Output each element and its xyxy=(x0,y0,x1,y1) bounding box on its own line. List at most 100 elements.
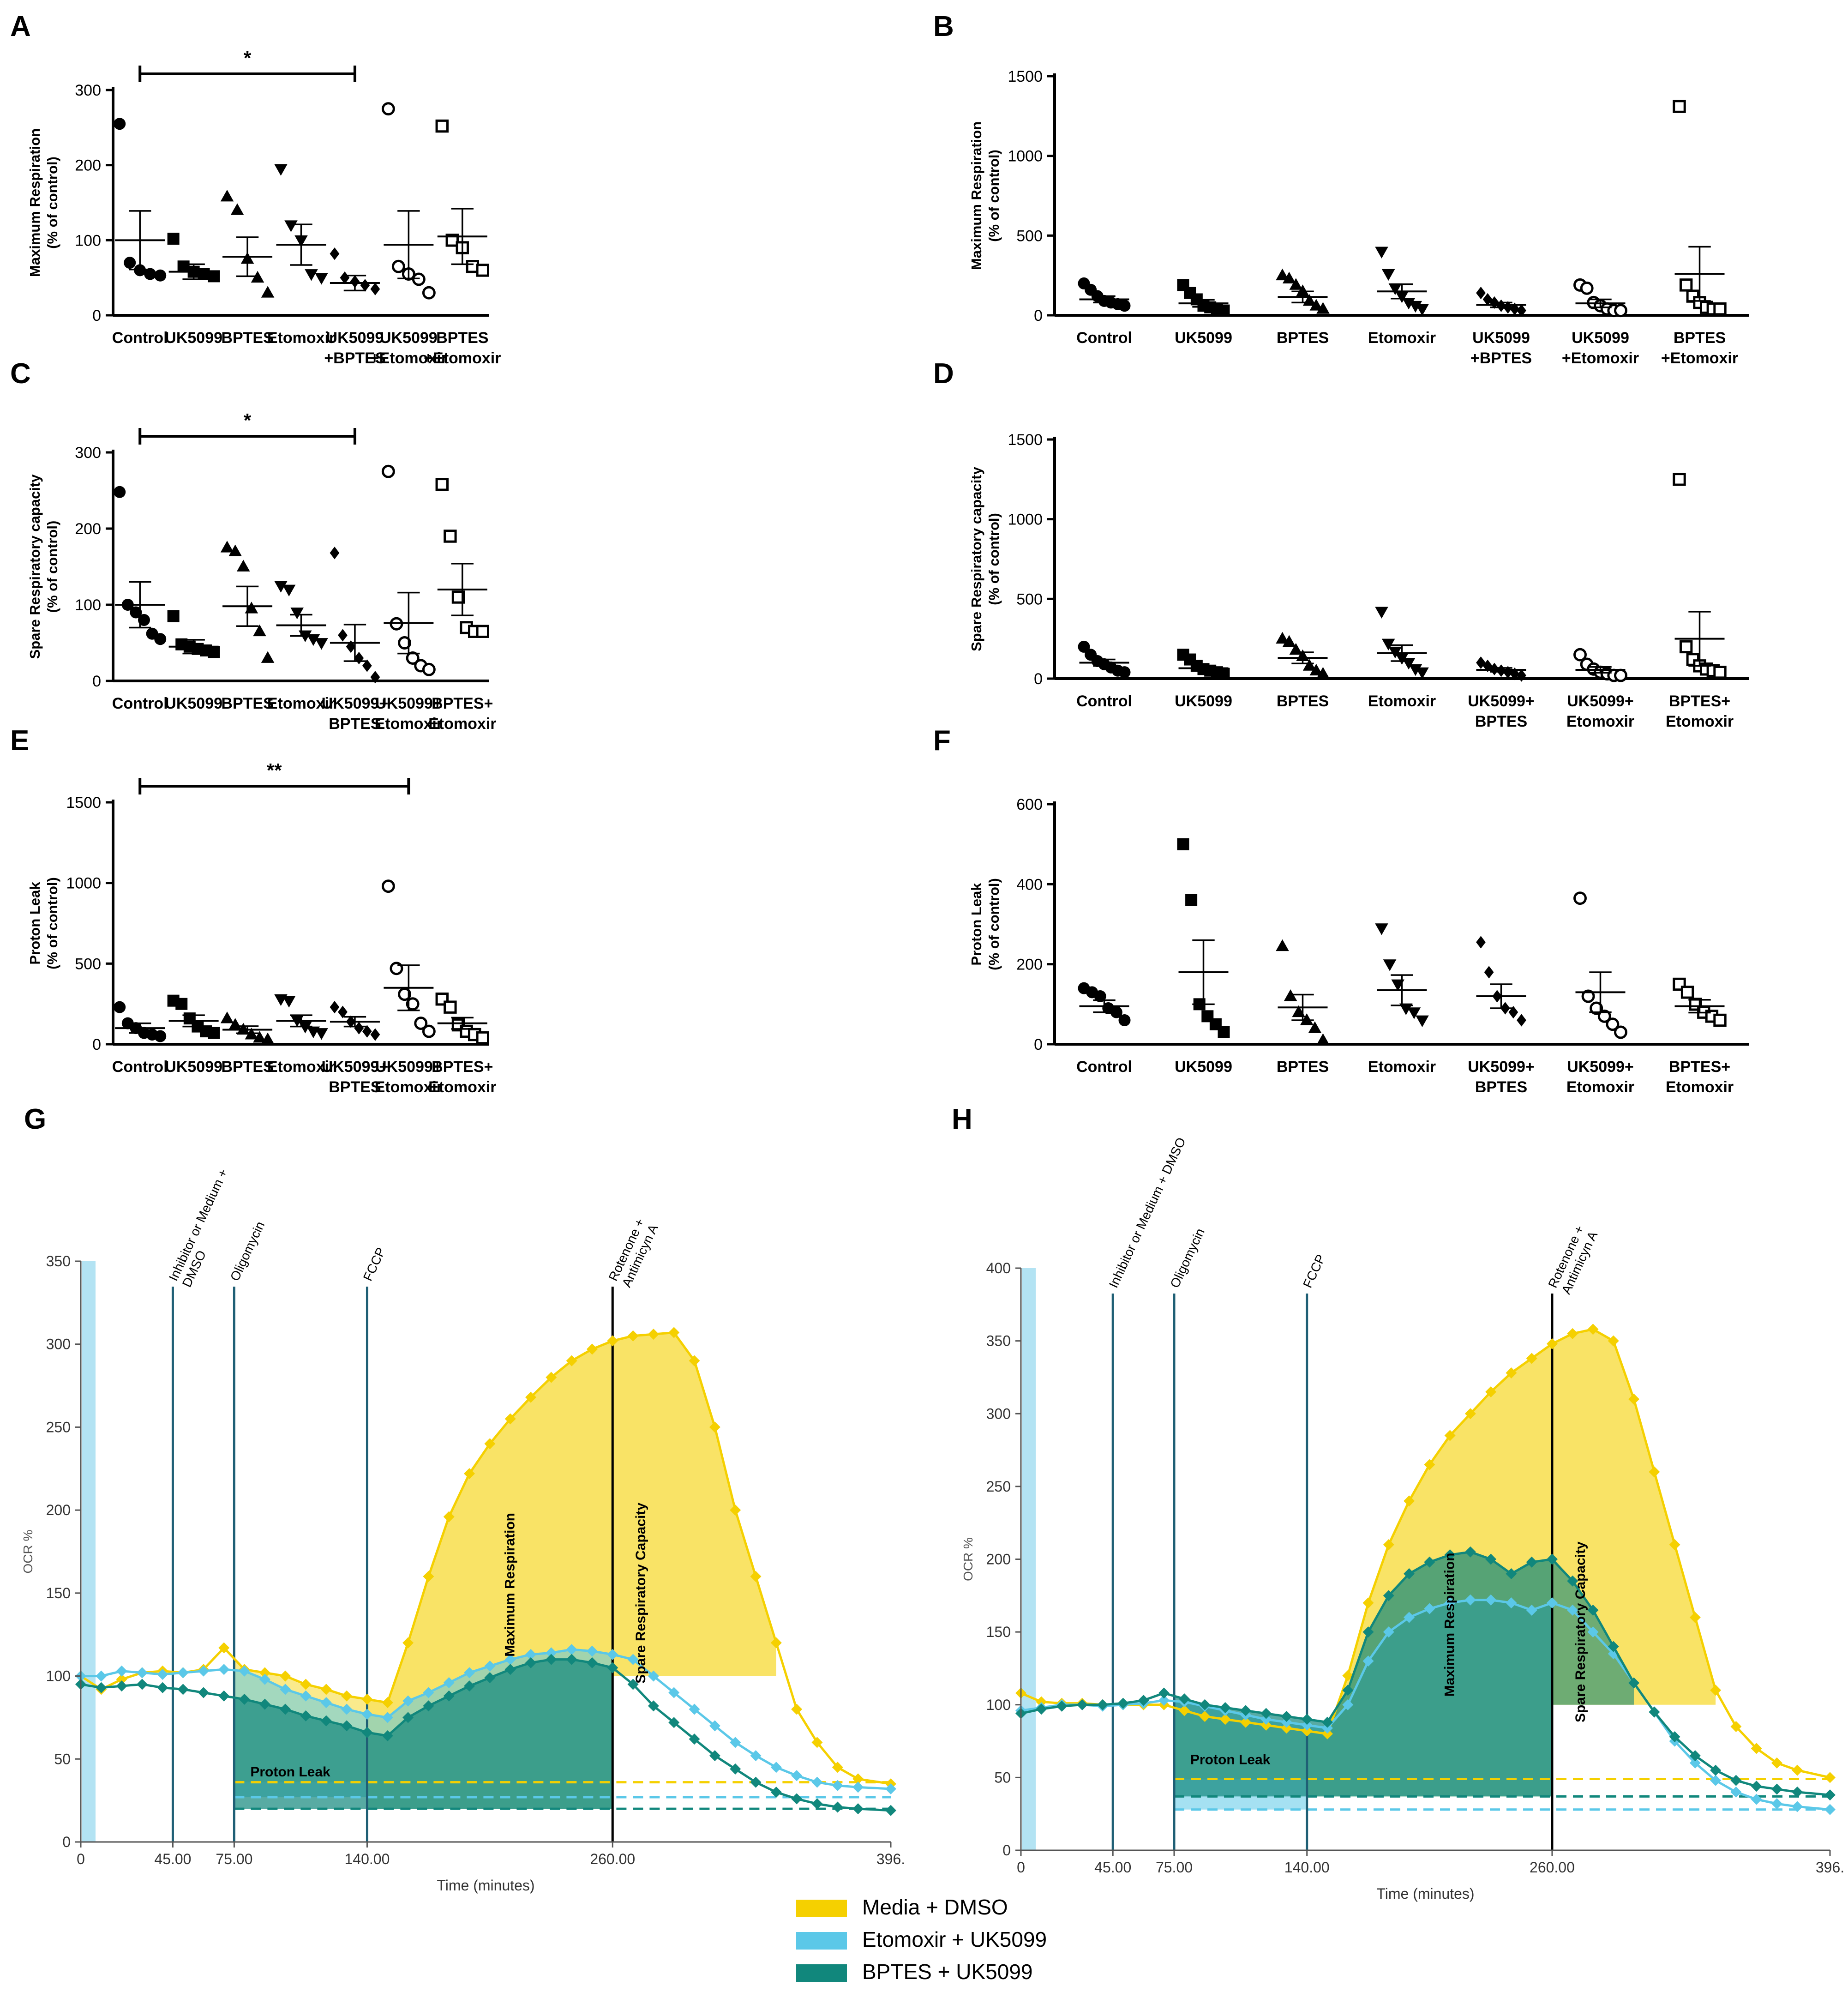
panel-d-y-tick-label: 0 xyxy=(1034,670,1043,688)
panel-b-point xyxy=(1316,302,1330,314)
panel-h-area-max-respiration-bptes xyxy=(1307,1552,1552,1797)
panel-g-series-point xyxy=(239,1693,250,1705)
panel-f-group-bptes xyxy=(1276,939,1330,1045)
panel-h-series-point xyxy=(1546,1338,1558,1349)
panel-g-series-point xyxy=(586,1343,598,1355)
panel-a-group-etomoxir xyxy=(274,164,328,285)
panel-h-series-point xyxy=(1506,1597,1517,1609)
panel-c-x-tick-label-etomoxir: Etomoxir xyxy=(267,695,335,712)
panel-f-y-label: Proton Leak(% of control) xyxy=(968,878,1002,970)
panel-h-series-point xyxy=(1424,1459,1435,1470)
panel-g-series-point xyxy=(730,1737,741,1748)
panel-e-y-tick-label: 1500 xyxy=(66,794,101,812)
panel-d-x-tick-label-line: BPTES+ xyxy=(1669,692,1730,710)
panel-d-x-tick-label-line: Etomoxir xyxy=(1666,713,1734,730)
panel-c-x-tick-label-line: BPTES xyxy=(221,695,273,712)
panel-f-point xyxy=(1573,891,1587,905)
panel-g-series-point xyxy=(320,1684,332,1695)
panel-c-point xyxy=(236,560,250,572)
panel-a-group-bptes xyxy=(220,190,275,298)
panel-h-series-point xyxy=(1342,1699,1354,1710)
panel-h-baseline-band xyxy=(1022,1268,1036,1850)
panel-c-group-uk5099-bptes xyxy=(330,547,380,684)
panel-b-x-tick-label-uk5099-etomoxir: UK5099 +Etomoxir xyxy=(1562,329,1639,367)
panel-g-series-point xyxy=(320,1715,332,1727)
panel-e-y-label: Proton Leak(% of control) xyxy=(27,877,60,969)
panel-g-series-point xyxy=(525,1649,536,1660)
panel-c-y-label-line: Spare Respiratory capacity xyxy=(27,474,43,659)
panel-d-x-tick-label-line: Etomoxir xyxy=(1566,713,1634,730)
panel-g-y-tick-label: 0 xyxy=(62,1834,71,1850)
panel-g-series-point xyxy=(791,1770,803,1781)
panel-e-point xyxy=(406,997,420,1011)
panel-f-group-uk5099-bptes xyxy=(1476,936,1526,1027)
panel-a-x-tick-label-line: +Etomoxir xyxy=(424,349,501,367)
panel-g-y-tick-label: 50 xyxy=(54,1751,71,1767)
panel-g-series-point xyxy=(811,1776,823,1788)
panel-h-series-point xyxy=(1179,1693,1190,1705)
panel-g-series-point xyxy=(116,1665,127,1677)
panel-d-x-tick-label-line: BPTES xyxy=(1277,692,1329,710)
panel-g-series-point xyxy=(320,1697,332,1709)
panel-g-series-point xyxy=(361,1693,373,1705)
panel-d-y-label-line: Spare Respiratory capacity xyxy=(968,466,984,651)
panel-e-letter: E xyxy=(10,725,29,757)
panel-h-series-point xyxy=(1383,1590,1394,1601)
panel-f-point xyxy=(1300,1013,1314,1025)
panel-c-point xyxy=(274,581,288,593)
panel-c-x-tick-label-line: Etomoxir xyxy=(375,715,443,733)
panel-g-series-point xyxy=(341,1703,353,1715)
panel-g-x-tick-label: 260.00 xyxy=(590,1851,635,1867)
panel-a-point xyxy=(315,273,328,285)
panel-e-point xyxy=(414,1017,428,1030)
panel-g-series-point xyxy=(96,1682,107,1693)
panel-g-series-point xyxy=(607,1335,618,1347)
panel-h-x-tick-label: 260.00 xyxy=(1530,1859,1575,1876)
panel-b-x-tick-label-line: UK5099 xyxy=(1572,329,1629,347)
panel-h-series-point xyxy=(1485,1553,1497,1565)
panel-g-region-label-max-respiration: Maximum Respiration xyxy=(503,1513,518,1657)
panel-f-point xyxy=(1407,1007,1421,1019)
panel-g-series-bptes-uk5099 xyxy=(75,1654,896,1816)
panel-f-point xyxy=(1308,1021,1322,1033)
panel-g-series-point xyxy=(750,1571,762,1582)
panel-h-series-point xyxy=(1281,1710,1292,1722)
panel-b-group-uk5099-bptes xyxy=(1476,287,1526,317)
panel-g-series-point xyxy=(525,1391,536,1403)
panel-g-series-point xyxy=(484,1661,496,1672)
panel-b-point xyxy=(1517,304,1526,317)
panel-a-group-uk5099-bptes xyxy=(330,247,380,295)
panel-h-y-label: OCR % xyxy=(961,1537,975,1581)
panel-g-series-point xyxy=(464,1667,475,1679)
panel-a-x-tick-label-line: UK5099 xyxy=(326,329,384,347)
panel-h-series-point xyxy=(1546,1553,1558,1565)
panel-d-x-tick-label-bptes-etomoxir: BPTES+ Etomoxir xyxy=(1666,692,1734,730)
panel-f-point xyxy=(1399,1003,1413,1015)
panel-g-y-tick-label: 200 xyxy=(46,1502,71,1518)
panel-g-series-point xyxy=(504,1654,516,1665)
panel-h-series-point xyxy=(1710,1685,1722,1696)
panel-h-series-point xyxy=(1076,1699,1088,1710)
panel-f-point xyxy=(1581,989,1595,1003)
panel-h-series-line xyxy=(1020,1551,1830,1796)
panel-g-series-point xyxy=(770,1637,782,1649)
panel-g-series-point xyxy=(791,1793,803,1805)
panel-h-series-point xyxy=(1567,1604,1578,1616)
panel-a-y-label: Maximum Respiration(% of control) xyxy=(27,128,60,277)
panel-e-x-tick-label-bptes-etomoxir: BPTES+ Etomoxir xyxy=(428,1058,496,1096)
panel-f-point xyxy=(1185,894,1198,906)
panel-c-y-tick-label: 300 xyxy=(75,444,101,462)
panel-g-series-point xyxy=(239,1665,250,1677)
panel-g-series-point xyxy=(586,1657,598,1668)
panel-d-x-tick-label-line: UK5099+ xyxy=(1567,692,1634,710)
panel-h-series-point xyxy=(1036,1696,1047,1708)
panel-f-x-tick-label-etomoxir: Etomoxir xyxy=(1368,1058,1436,1076)
panel-c-point xyxy=(282,584,296,596)
panel-b-point xyxy=(1381,269,1395,281)
panel-f-x-tick-label-line: BPTES xyxy=(1475,1078,1527,1096)
panel-h-series-point xyxy=(1199,1699,1211,1710)
panel-g-region-label-proton-leak: Proton Leak xyxy=(250,1764,330,1780)
panel-d-point xyxy=(1078,640,1090,653)
panel-g-series-point xyxy=(885,1783,896,1794)
